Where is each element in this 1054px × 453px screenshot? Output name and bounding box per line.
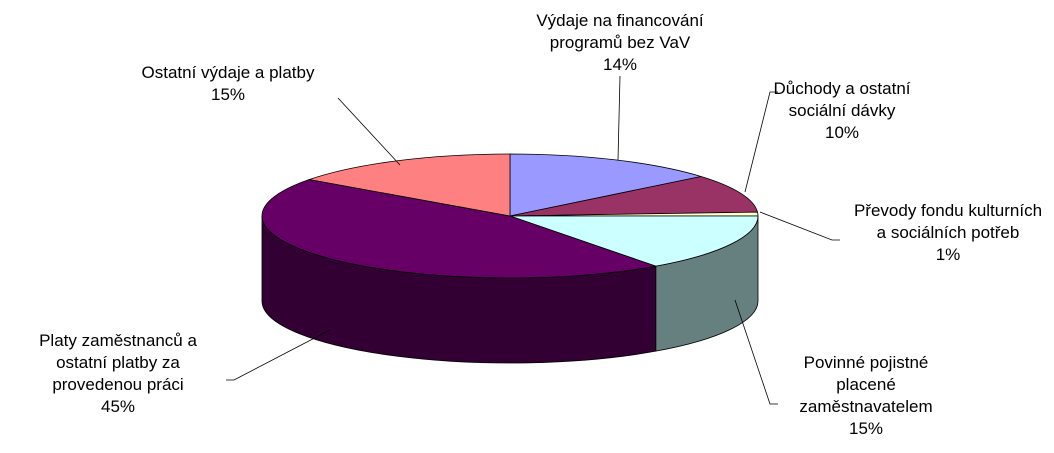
slice-label: Převody fondu kulturních a sociálních po… <box>851 200 1046 266</box>
value-label: 14% <box>602 55 638 74</box>
pie-slice <box>509 176 759 217</box>
pie-slice <box>509 215 759 267</box>
pie-slice <box>307 153 511 217</box>
pie-slice <box>509 153 702 217</box>
value-label: 15% <box>210 85 246 104</box>
value-label: 1% <box>935 245 961 264</box>
pie-slice <box>261 179 658 279</box>
category-label: Převody fondu kulturních a sociálních po… <box>853 201 1043 242</box>
value-label: 10% <box>824 123 860 142</box>
category-label: Ostatní výdaje a platby <box>141 63 315 82</box>
category-label: Platy zaměstnanců a ostatní platby za pr… <box>39 331 197 394</box>
leader-line <box>734 299 778 405</box>
leader-line <box>759 211 840 241</box>
leader-line <box>337 97 401 166</box>
leader-line <box>226 329 331 381</box>
value-label: 15% <box>848 419 884 438</box>
slice-label: Ostatní výdaje a platby 15% <box>116 62 341 106</box>
category-label: Důchody a ostatní sociální dávky <box>773 79 911 120</box>
slice-label: Výdaje na financování programů bez VaV 14… <box>510 10 730 76</box>
category-label: Výdaje na financování programů bez VaV <box>536 11 704 52</box>
slice-label: Povinné pojistné placené zaměstnavatelem… <box>779 352 954 440</box>
leader-line <box>617 75 621 161</box>
slice-label: Důchody a ostatní sociální dávky 10% <box>760 78 925 144</box>
value-label: 45% <box>100 397 136 416</box>
category-label: Povinné pojistné placené zaměstnavatelem <box>799 353 933 416</box>
slice-label: Platy zaměstnanců a ostatní platby za pr… <box>23 330 213 418</box>
leader-line <box>744 91 778 193</box>
